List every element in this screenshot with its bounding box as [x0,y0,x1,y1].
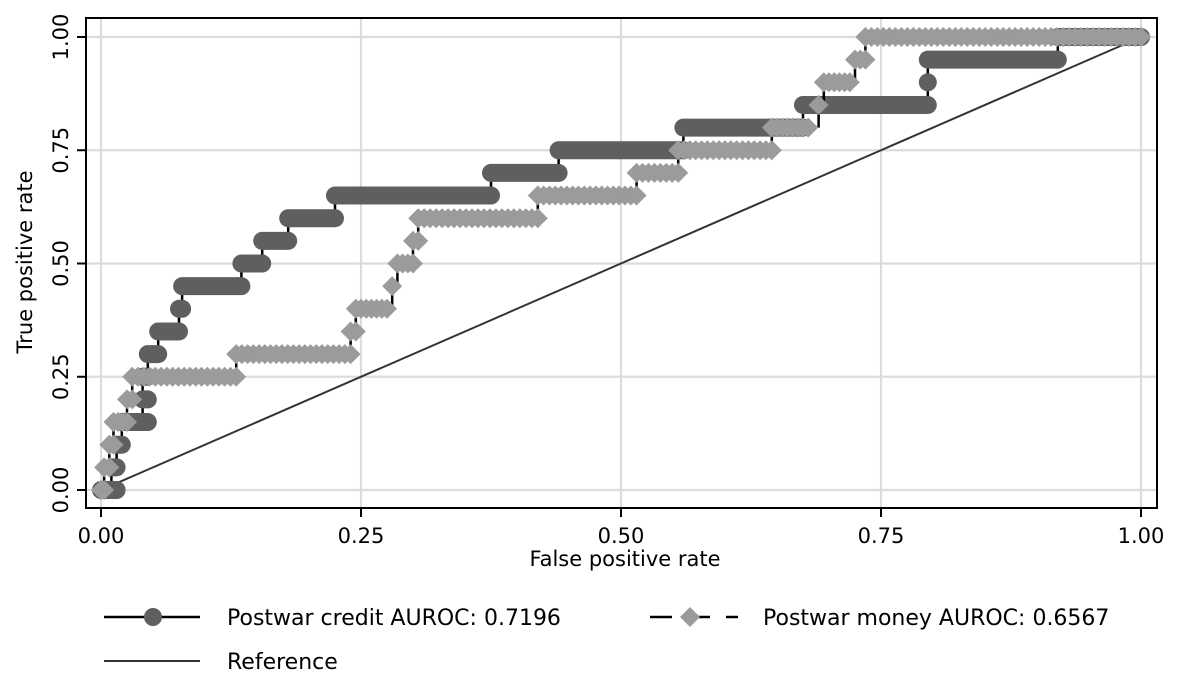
y-tick-label: 1.00 [49,14,73,61]
legend-item-reference: Reference [104,650,338,675]
y-tick-label: 0.00 [49,467,73,514]
series-marker [103,434,124,455]
series-marker [99,457,120,478]
series-marker [117,412,137,433]
legend-label-credit: Postwar credit AUROC: 0.7196 [227,606,561,631]
series-marker [377,298,397,319]
legend-swatch-credit-marker [144,608,162,626]
series-layer [91,27,1151,500]
reference-line [100,36,1142,491]
reference-diagonal [100,36,1142,491]
series-money [91,27,1151,500]
series-marker [626,185,647,206]
legend-label-money: Postwar money AUROC: 0.6567 [763,606,1109,631]
y-tick-label: 0.50 [49,240,73,287]
x-tick-label: 0.75 [858,524,905,548]
series-marker [527,208,548,229]
series-marker [1131,27,1151,47]
series-marker [226,366,247,387]
legend: Postwar credit AUROC: 0.7196 Postwar mon… [104,606,1109,675]
x-tick-label: 1.00 [1118,524,1165,548]
legend-label-reference: Reference [227,650,338,675]
series-marker [122,389,143,410]
series-marker [403,253,423,274]
series-marker [839,72,860,93]
y-tick-label: 0.25 [49,353,73,400]
x-tick-label: 0.50 [598,524,645,548]
x-axis-ticks: 0.00 0.25 0.50 0.75 1.00 [78,508,1165,548]
legend-swatch-money-marker [680,607,700,627]
y-tick-label: 0.75 [49,127,73,174]
series-marker [761,140,782,161]
x-axis-label: False positive rate [529,547,720,571]
series-marker [340,344,361,365]
legend-item-credit: Postwar credit AUROC: 0.7196 [104,606,561,631]
y-axis-label: True positive rate [13,171,37,355]
series-marker [668,162,689,183]
series-marker [345,321,366,342]
series-marker [94,480,115,500]
x-tick-label: 0.00 [78,524,125,548]
series-marker [798,117,819,138]
legend-item-money: Postwar money AUROC: 0.6567 [650,606,1109,631]
x-tick-label: 0.25 [338,524,385,548]
series-marker [408,230,429,251]
series-marker [855,49,876,70]
series-marker [382,276,403,297]
y-axis-ticks: 0.00 0.25 0.50 0.75 1.00 [49,14,86,514]
series-marker [808,94,829,115]
